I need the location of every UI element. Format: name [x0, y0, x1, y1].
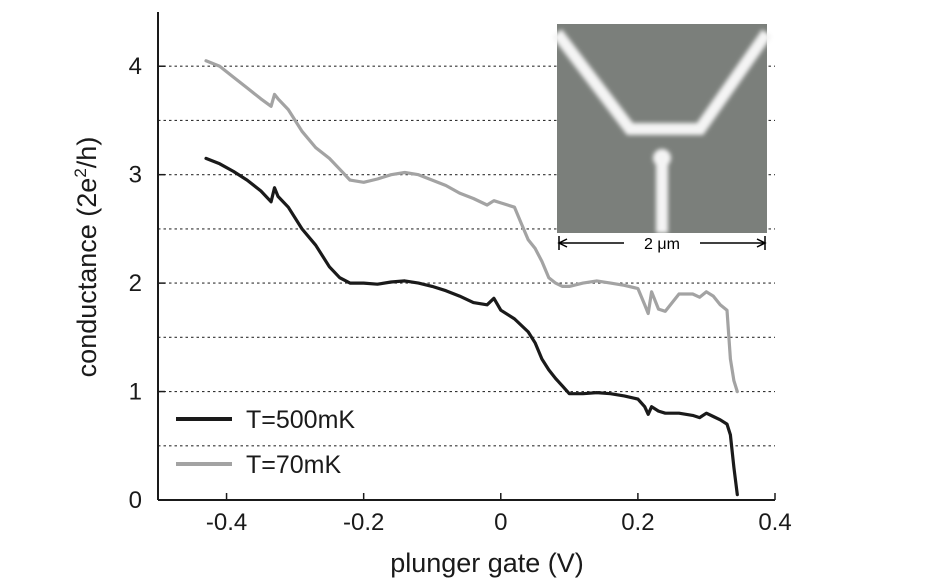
gate-electrodes	[552, 29, 772, 233]
x-tick-label: 0.4	[758, 509, 791, 536]
y-tick-label: 1	[129, 379, 142, 406]
y-axis-title-tail: /h)	[72, 137, 102, 169]
legend: T=500mK T=70mK	[176, 406, 355, 479]
series-line-t-70mk	[204, 59, 739, 394]
x-tick-label: 0	[494, 509, 507, 536]
y-axis-title-main: conductance (2e	[72, 178, 102, 378]
axis-ticks: -0.4 -0.2 0 0.2 0.4 0 1 2 3 4	[129, 53, 792, 536]
y-axis-title: conductance (2e2/h)	[71, 137, 102, 378]
y-tick-label: 0	[129, 487, 142, 514]
x-tick-label: -0.4	[206, 509, 247, 536]
series-line-t-500mk	[204, 156, 739, 497]
inset-micrograph: 2 μm	[552, 24, 772, 253]
scale-bar: 2 μm	[557, 233, 767, 253]
y-tick-label: 4	[129, 53, 142, 80]
series-lines	[204, 59, 739, 497]
x-axis-title: plunger gate (V)	[390, 548, 584, 578]
y-tick-label: 3	[129, 162, 142, 189]
legend-label-500mk: T=500mK	[246, 406, 355, 434]
x-tick-label: 0.2	[621, 509, 654, 536]
y-axis-title-sup: 2	[71, 168, 90, 177]
grid-lines	[158, 65, 775, 447]
legend-label-70mk: T=70mK	[246, 451, 342, 479]
scale-bar-label: 2 μm	[644, 236, 680, 253]
x-tick-label: -0.2	[343, 509, 384, 536]
y-tick-label: 2	[129, 270, 142, 297]
